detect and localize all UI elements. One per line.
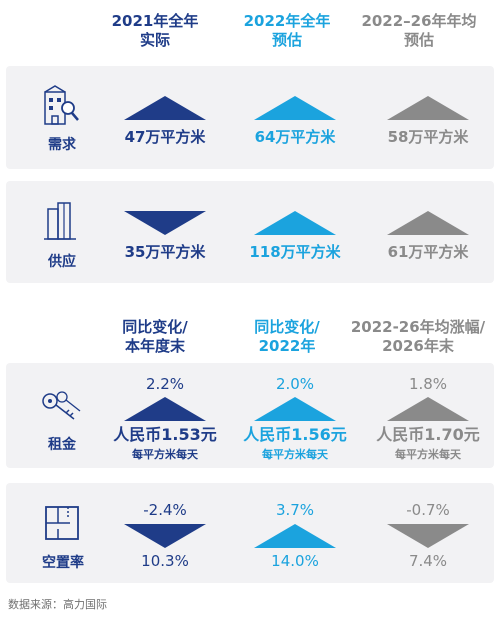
vacancy-2021-down-triangle [124, 524, 206, 548]
building-icon [44, 202, 76, 240]
vacancy-2022-up-triangle [254, 524, 336, 548]
supply-2022-26-up-triangle [387, 211, 469, 235]
header-2022-forecast: 2022年全年 预估 [243, 12, 331, 49]
rent-2022-up-triangle [254, 397, 336, 421]
demand-2022-26-up-triangle [387, 96, 469, 120]
supply-2021-down-triangle [124, 211, 206, 235]
vacancy-2022-26-change: -0.7% [406, 501, 450, 519]
keys-icon [42, 391, 81, 420]
header-2021-actual: 2021年全年 实际 [111, 12, 199, 49]
demand-panel: 需求 47万平方米 64万平方米 58万平方米 [6, 66, 494, 169]
rent-2022-26-change: 1.8% [408, 375, 448, 393]
demand-2022-value: 64万平方米 [254, 128, 336, 146]
vacancy-2022-value: 14.0% [271, 552, 319, 570]
supply-2022-value: 118万平方米 [249, 243, 341, 261]
rent-2021-up-triangle [124, 397, 206, 421]
demand-2021-value: 47万平方米 [124, 128, 206, 146]
floorplan-icon [45, 506, 79, 540]
rent-2021-change: 2.2% [145, 375, 185, 393]
header-2022-26-forecast: 2022–26年年均 预估 [361, 12, 477, 49]
rent-panel: 租金 2.2% 人民币1.53元 每平方米每天 2.0% 人民币1.56元 每平… [6, 363, 494, 468]
demand-2021-up-triangle [124, 96, 206, 120]
rent-2022-26-price: 人民币1.70元 每平方米每天 [376, 425, 480, 461]
demand-label: 需求 [48, 137, 76, 153]
vacancy-2022-26-value: 7.4% [408, 552, 448, 570]
supply-2022-26-value: 61万平方米 [387, 243, 469, 261]
supply-panel: 供应 35万平方米 118万平方米 61万平方米 [6, 181, 494, 283]
vacancy-2022-change: 3.7% [275, 501, 315, 519]
data-source-note: 数据来源：高力国际 [8, 598, 107, 611]
supply-2021-value: 35万平方米 [124, 243, 206, 261]
demand-2022-26-value: 58万平方米 [387, 128, 469, 146]
rent-2022-change: 2.0% [275, 375, 315, 393]
rent-label: 租金 [48, 437, 76, 453]
header-yoy-2022: 同比变化/ 2022年 [254, 318, 320, 355]
vacancy-label: 空置率 [42, 555, 84, 571]
rent-2021-price: 人民币1.53元 每平方米每天 [113, 425, 217, 461]
rent-2022-price: 人民币1.56元 每平方米每天 [243, 425, 347, 461]
vacancy-2021-value: 10.3% [141, 552, 189, 570]
rent-2022-26-up-triangle [387, 397, 469, 421]
demand-2022-up-triangle [254, 96, 336, 120]
header-yoy-year-end: 同比变化/ 本年度末 [122, 318, 188, 355]
supply-2022-up-triangle [254, 211, 336, 235]
vacancy-2021-change: -2.4% [143, 501, 187, 519]
vacancy-2022-26-down-triangle [387, 524, 469, 548]
supply-label: 供应 [48, 254, 76, 270]
header-annual-growth-2026: 2022-26年均涨幅/ 2026年末 [350, 318, 486, 355]
vacancy-panel: 空置率 -2.4% 10.3% 3.7% 14.0% -0.7% 7.4% [6, 483, 494, 583]
building-search-icon [44, 85, 79, 125]
